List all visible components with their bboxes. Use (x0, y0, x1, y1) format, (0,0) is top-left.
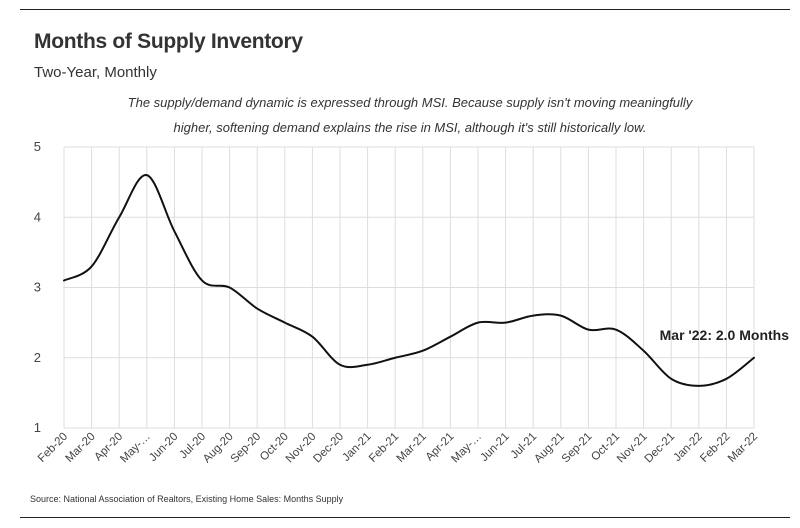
x-tick-label: Sep-21 (560, 431, 595, 466)
y-tick-label: 3 (34, 280, 41, 295)
y-tick-label: 4 (34, 209, 41, 224)
x-tick-label: Dec-20 (311, 431, 346, 466)
y-axis-ticks: 1 2 3 4 5 (34, 139, 41, 435)
annotation-label: Mar '22: 2.0 Months (660, 327, 790, 343)
x-tick-label: Sep-20 (229, 431, 264, 466)
chart-note: The supply/demand dynamic is expressed t… (127, 95, 693, 135)
top-rule (20, 9, 790, 10)
y-tick-label: 5 (34, 139, 41, 154)
x-tick-label: Jun-21 (478, 431, 511, 464)
chart-subtitle: Two-Year, Monthly (34, 64, 157, 81)
x-tick-label: Feb-20 (36, 431, 70, 465)
x-tick-label: Feb-21 (367, 431, 401, 465)
x-tick-label: Mar-22 (726, 431, 760, 465)
series-line-months-supply (63, 174, 755, 387)
x-tick-label: Dec-21 (643, 431, 678, 466)
y-tick-label: 1 (34, 420, 41, 435)
grid (63, 146, 755, 429)
x-tick-label: Jun-20 (147, 431, 180, 464)
x-tick-label: May-… (118, 431, 153, 466)
source-note: Source: National Association of Realtors… (30, 494, 344, 504)
x-tick-label: Mar-21 (395, 431, 429, 465)
x-tick-label: Feb-22 (698, 431, 732, 465)
x-tick-label: Mar-20 (63, 431, 97, 465)
x-axis-ticks: Feb-20Mar-20Apr-20May-…Jun-20Jul-20Aug-2… (36, 431, 760, 466)
y-tick-label: 2 (34, 350, 41, 365)
x-tick-label: May-… (449, 431, 484, 466)
chart-title: Months of Supply Inventory (34, 30, 303, 53)
bottom-rule (20, 517, 790, 518)
